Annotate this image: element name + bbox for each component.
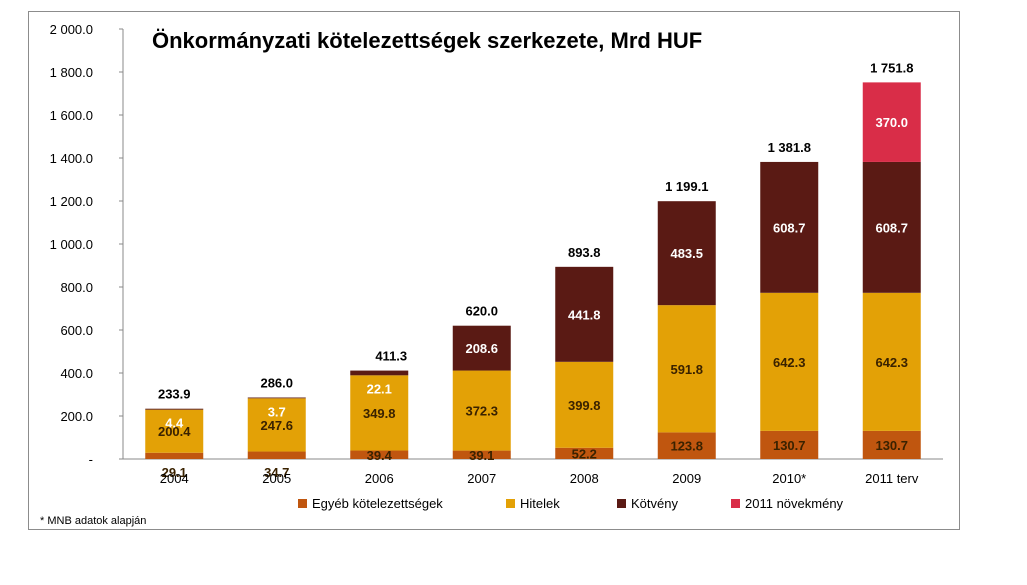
y-tick-label: 1 000.0 [50,237,93,252]
y-tick-label: 400.0 [60,366,93,381]
x-tick-label: 2010* [772,471,806,486]
data-label: 642.3 [773,355,806,370]
data-label: 130.7 [875,438,908,453]
y-tick-label: 1 800.0 [50,65,93,80]
legend-label: Hitelek [520,496,560,511]
bar-segment [247,398,306,452]
bar-segment [657,305,716,433]
bar-segment [350,375,409,451]
bar-segment [247,451,306,459]
x-tick-label: 2006 [365,471,394,486]
data-label: 123.8 [670,439,703,454]
bar-segment [452,325,511,371]
bar-segment [555,361,614,448]
y-tick-label: 1 400.0 [50,151,93,166]
footnote: * MNB adatok alapján [40,515,146,527]
bar-segment [862,161,921,293]
data-label: 441.8 [568,307,601,322]
bar-segment [452,450,511,459]
data-label: 29.1 [162,465,187,480]
bar-segment [760,292,819,431]
bar-segment [760,430,819,459]
legend-label: Kötvény [631,496,678,511]
data-label: 39.1 [469,448,494,463]
x-tick-label: 2009 [672,471,701,486]
total-label: 286.0 [260,376,293,391]
y-ticks: - 200.0 400.0 600.0 800.0 1 000.0 1 200.0 1 400… [50,22,123,467]
legend-swatch [731,499,740,508]
data-label: 642.3 [875,355,908,370]
bar-segment [862,292,921,431]
data-label: 608.7 [875,220,908,235]
bar-segment [862,82,921,162]
data-label: 200.4 [158,424,191,439]
total-label: 233.9 [158,387,191,402]
y-tick-label: 800.0 [60,280,93,295]
data-label: 130.7 [773,438,806,453]
data-label: 3.7 [268,404,286,419]
data-label: 591.8 [670,362,703,377]
total-label: 893.8 [568,245,601,260]
total-label: 411.3 [375,349,407,364]
total-label: 1 381.8 [768,140,811,155]
data-label: 208.6 [465,341,498,356]
bar-segment [657,432,716,459]
total-label: 620.0 [465,304,498,319]
x-tick-label: 2008 [570,471,599,486]
data-label: 483.5 [670,246,703,261]
bar-segment [555,447,614,459]
legend-swatch [506,499,515,508]
bar-segment [145,452,204,459]
y-tick-label: 600.0 [60,323,93,338]
x-tick-label: 2004 [160,471,189,486]
data-label: 247.6 [260,418,293,433]
y-tick-label: 1 200.0 [50,194,93,209]
bar-segment [760,161,819,293]
legend: Egyéb kötelezettségek Hitelek Kötvény 2011 … [298,496,844,511]
y-tick-label: - [89,452,93,467]
bar-segment [555,266,614,362]
bar-segment [145,408,204,410]
x-tick-label: 2005 [262,471,291,486]
data-label: 608.7 [773,220,806,235]
data-label: 52.2 [572,446,597,461]
data-label: 372.3 [465,404,498,419]
data-label: 34.7 [264,465,289,480]
y-tick-label: 1 600.0 [50,108,93,123]
y-tick-label: 2 000.0 [50,22,93,37]
bar-segment [862,430,921,459]
y-tick-label: 200.0 [60,409,93,424]
legend-swatch [298,499,307,508]
data-label: 4.4 [165,416,184,431]
bar-segment [350,370,409,376]
data-label: 399.8 [568,398,601,413]
data-label: 22.1 [367,381,392,396]
bar-segment [145,409,204,453]
x-tick-label: 2007 [467,471,496,486]
legend-label: 2011 növekmény [745,496,844,511]
x-tick-label: 2011 terv [865,471,919,486]
bars: 29.1 200.44.4 233.9 34.7 247.63.7 286.0 39.4 34… [145,60,921,480]
data-label: 349.8 [363,406,396,421]
bar-segment [350,450,409,459]
legend-label: Egyéb kötelezettségek [312,496,443,511]
chart-title: Önkormányzati kötelezettségek szerkezete… [152,28,702,53]
bar-segment [657,201,716,306]
bar-segment [452,370,511,451]
total-label: 1 199.1 [665,179,708,194]
data-label: 370.0 [875,115,908,130]
data-label: 39.4 [367,448,393,463]
total-label: 1 751.8 [870,60,913,75]
legend-swatch [617,499,626,508]
bar-segment [247,397,306,399]
x-labels: 2004 2005 2006 2007 2008 2009 2010* 2011 terv [160,471,919,486]
